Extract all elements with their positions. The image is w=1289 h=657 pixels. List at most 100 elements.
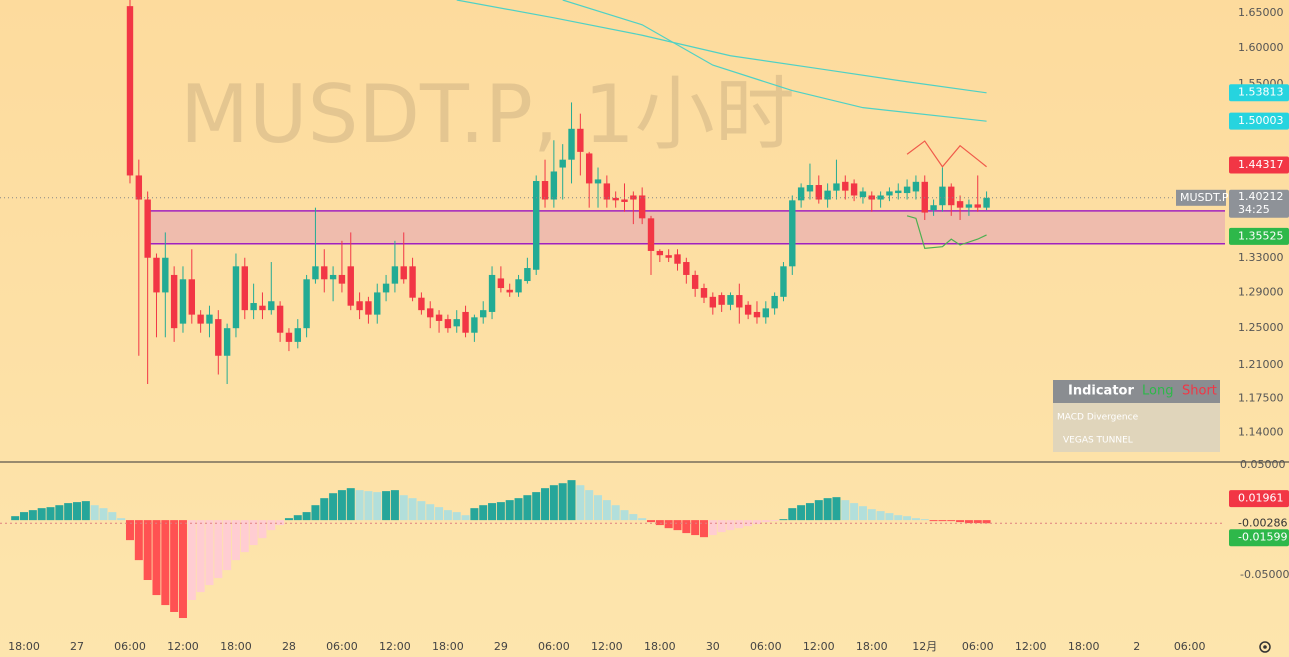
price-badge-label: 1.44317 — [1238, 158, 1284, 171]
x-tick-label: 12:00 — [167, 640, 199, 653]
macd-bar — [55, 505, 64, 521]
x-tick-label: 06:00 — [1174, 640, 1206, 653]
gear — [1259, 641, 1271, 653]
x-tick-label: 2 — [1133, 640, 1140, 653]
price-badge — [1229, 227, 1289, 245]
watermark: MUSDT.P, 1小时 — [180, 68, 795, 161]
candle-body — [665, 255, 672, 258]
candle-body — [374, 292, 381, 315]
candle-body — [162, 257, 169, 293]
candle-body — [762, 308, 770, 318]
candle-body — [568, 128, 575, 160]
symbol-label: MUSDT.P — [1180, 191, 1229, 204]
x-tick-label: 06:00 — [962, 640, 994, 653]
x-tick-label: 18:00 — [432, 640, 464, 653]
price-badge-label: -0.01599 — [1238, 531, 1287, 544]
price-badge — [1229, 529, 1289, 547]
macd-bar — [929, 520, 938, 522]
macd-bar — [920, 519, 929, 521]
macd-bar — [134, 520, 143, 561]
macd-bar — [320, 498, 329, 521]
candle-body — [780, 266, 787, 297]
candle-body — [630, 195, 637, 200]
macd-bar — [143, 520, 152, 581]
price-badge-label: 0.01961 — [1238, 492, 1284, 505]
candle-body — [736, 295, 743, 308]
x-tick-label: 29 — [494, 640, 508, 653]
price-pane — [0, 0, 1226, 385]
macd-bar — [947, 520, 956, 522]
legend-title: Indicator — [1068, 384, 1134, 399]
macd-bar — [673, 520, 682, 531]
candle-body — [524, 268, 531, 282]
candle-body — [444, 319, 452, 329]
macd-bar — [311, 505, 320, 521]
macd-bar — [797, 505, 806, 521]
candle-body — [347, 266, 354, 306]
candle-body — [789, 200, 796, 267]
candle-body — [453, 319, 460, 327]
macd-bar — [541, 488, 550, 521]
macd-bar — [514, 498, 523, 521]
candle-body — [621, 199, 628, 202]
candle-body — [594, 179, 602, 184]
x-tick-label: 18:00 — [220, 640, 252, 653]
candle-body — [895, 190, 902, 194]
x-tick-label: 18:00 — [856, 640, 888, 653]
macd-bar — [523, 495, 532, 521]
macd-bar — [726, 520, 735, 531]
candle-body — [356, 301, 363, 311]
macd-bar — [602, 500, 611, 521]
candle-body — [329, 274, 337, 280]
macd-bar — [390, 490, 399, 521]
macd-bar — [691, 520, 700, 536]
y-tick-label: 1.25000 — [1238, 321, 1284, 334]
candle-body — [188, 279, 196, 315]
candle-body — [533, 181, 540, 270]
candle-body — [215, 319, 222, 356]
candle-body — [886, 191, 893, 196]
candle-body — [365, 301, 372, 315]
candle-body — [312, 266, 319, 280]
candle-body — [223, 328, 231, 356]
candle-body — [250, 303, 257, 311]
macd-bar — [549, 485, 558, 521]
candle-body — [709, 296, 717, 308]
macd-bar — [911, 518, 920, 521]
macd-bar — [223, 520, 232, 571]
candle-body — [303, 279, 310, 329]
x-tick-label: 12:00 — [591, 640, 623, 653]
candle-body — [462, 311, 469, 333]
x-tick-label: 06:00 — [750, 640, 782, 653]
macd-bar — [903, 516, 912, 521]
axes: 1.650001.600001.550001.330001.290001.250… — [8, 6, 1289, 653]
macd-bar — [620, 510, 629, 521]
macd-bar — [161, 520, 170, 606]
macd-bar — [567, 480, 576, 521]
macd-bar — [408, 498, 417, 521]
macd-bar — [214, 520, 223, 579]
price-badge-label: 1.35525 — [1238, 229, 1284, 242]
symbol-badge — [1176, 189, 1226, 206]
gear-center — [1263, 645, 1267, 649]
indicator-legend[interactable]: Indicator Long Short MACD Divergence VEG… — [1053, 380, 1220, 452]
macd-bar — [382, 491, 391, 521]
macd-bar — [744, 520, 753, 527]
macd-bar — [664, 520, 673, 529]
overlay-line — [562, 0, 987, 122]
macd-bar — [178, 520, 187, 619]
x-tick-label: 18:00 — [1068, 640, 1100, 653]
macd-bar — [284, 518, 293, 521]
overlay-line — [906, 215, 987, 250]
settings-icon[interactable] — [1259, 641, 1271, 653]
macd-bar — [761, 520, 770, 523]
x-tick-label: 27 — [70, 640, 84, 653]
legend-header — [1053, 380, 1220, 403]
legend-short: Short — [1182, 384, 1217, 399]
macd-bar — [435, 507, 444, 521]
price-badge-label: -0.00286 — [1238, 516, 1287, 529]
candle-body — [948, 186, 955, 206]
y-tick-label: 1.65000 — [1238, 6, 1284, 19]
macd-bar — [752, 520, 761, 525]
price-badge — [1229, 490, 1289, 508]
